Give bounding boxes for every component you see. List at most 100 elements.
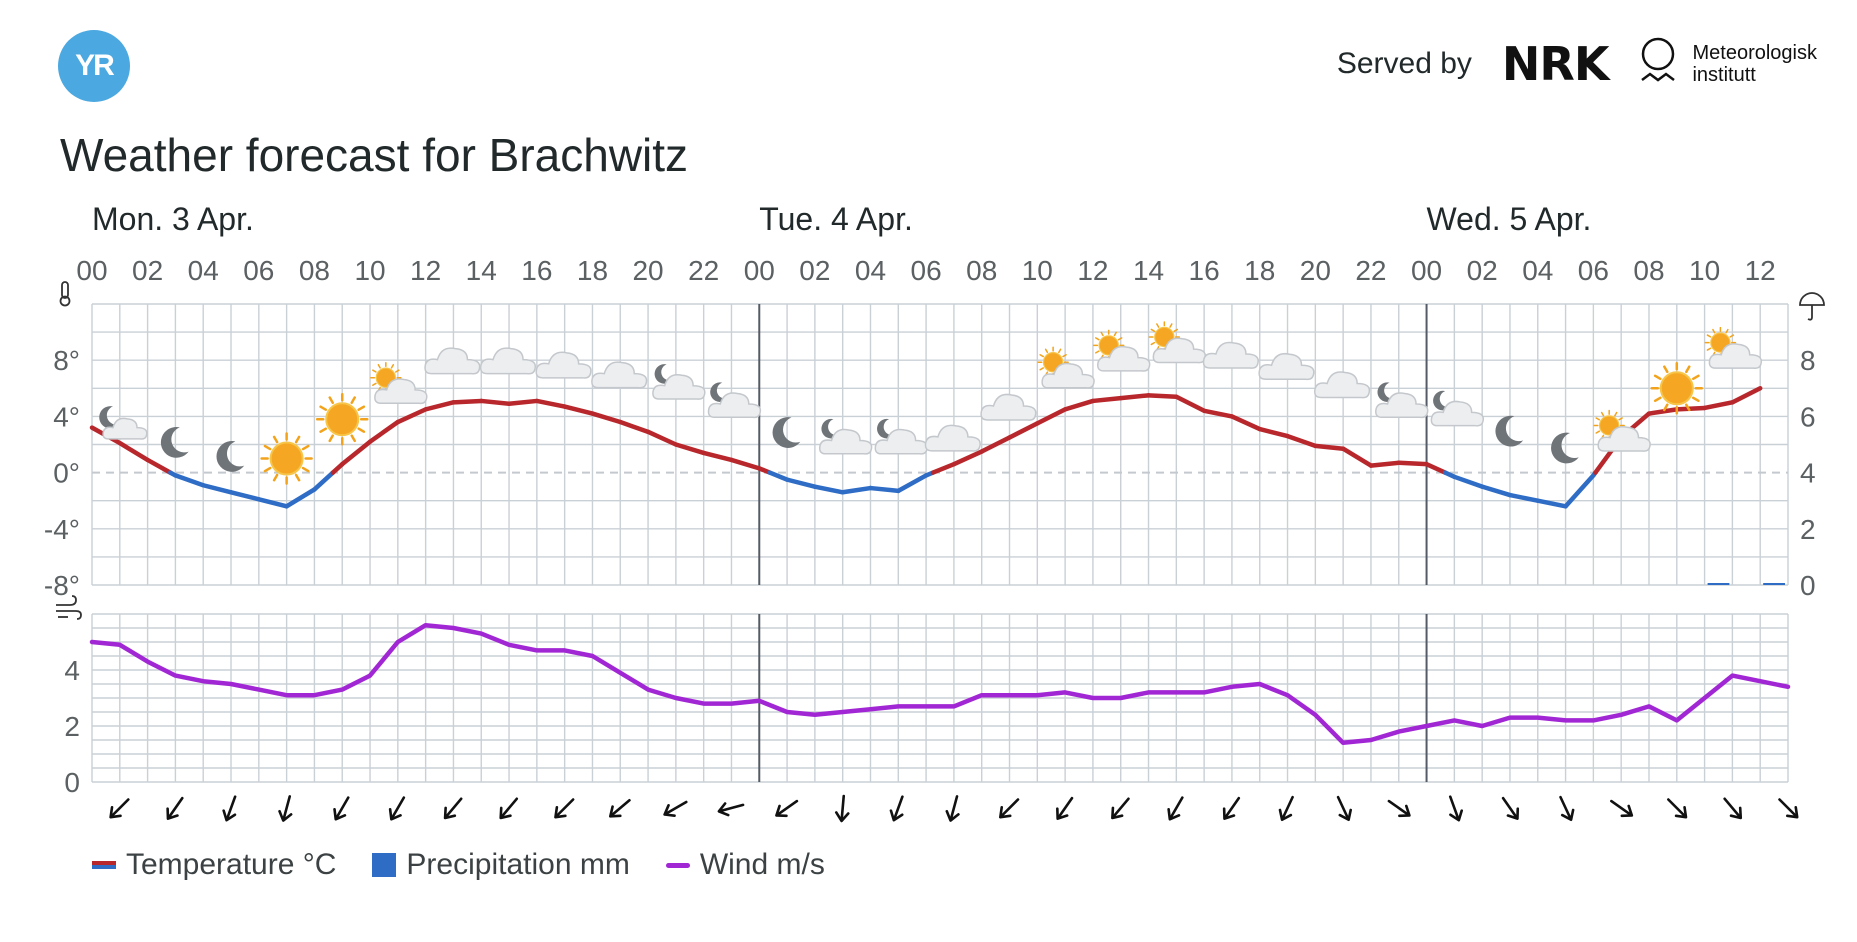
temperature-segment (868, 485, 901, 494)
temperature-segment (840, 485, 873, 495)
temperature-segment (1313, 443, 1346, 451)
temperature-segment (1368, 460, 1402, 468)
wind-swatch (665, 862, 690, 868)
day-label: Mon. 3 Apr. (92, 201, 254, 237)
temperature-segment (1090, 395, 1123, 404)
hour-tick-label: 02 (799, 255, 830, 286)
temperature-segment (1479, 484, 1513, 498)
umbrella-icon (1799, 292, 1825, 321)
partly-cloudy-night-icon (99, 406, 148, 440)
cloudy-icon (424, 347, 481, 375)
hour-tick-label: 10 (354, 255, 385, 286)
wind-direction-arrow (388, 796, 406, 821)
hour-tick-label: 00 (1411, 255, 1442, 286)
page-title: Weather forecast for Brachwitz (60, 129, 689, 181)
temperature-segment (1702, 400, 1735, 411)
hour-tick-label: 08 (1633, 255, 1664, 286)
temperature-segment (784, 477, 818, 489)
hour-tick-label: 18 (577, 255, 608, 286)
hour-tick-label: 12 (410, 255, 441, 286)
wind-tick-label: 4 (64, 655, 80, 686)
wind-direction-arrow (554, 798, 575, 819)
clear-night-icon (772, 417, 801, 448)
legend-temperature[interactable]: Temperature °C (92, 848, 336, 882)
wind-direction-arrow (1610, 799, 1634, 818)
cloudy-night-icon (652, 364, 706, 400)
temperature-segment (1340, 446, 1374, 468)
temp-tick-label: -4° (44, 514, 80, 545)
met-institute-icon (1641, 37, 1676, 82)
temperature-segment (312, 470, 336, 492)
wind-line (89, 622, 1791, 746)
wind-direction-arrow (889, 795, 904, 822)
temperature-segment (673, 442, 706, 456)
precip-bar (1707, 583, 1730, 585)
met-line-2: institutt (1692, 64, 1756, 86)
clear-night-icon (1551, 432, 1579, 464)
hour-tick-label: 12 (1745, 255, 1776, 286)
wind-direction-arrow (1778, 798, 1799, 819)
wind-direction-arrow (1501, 796, 1520, 820)
wind-direction-arrow (999, 798, 1020, 819)
hour-tick-label: 02 (1467, 255, 1498, 286)
temperature-segment (729, 457, 762, 471)
hour-tick-label: 16 (521, 255, 552, 286)
hour-tick-label: 18 (1244, 255, 1275, 286)
wind-direction-arrow (443, 797, 463, 820)
legend-precipitation[interactable]: Precipitation mm (372, 848, 630, 882)
wind-grid (91, 613, 1789, 783)
hour-tick-label: 20 (632, 255, 663, 286)
yr-logo[interactable]: YR (58, 30, 130, 102)
temperature-segment (395, 407, 428, 425)
partly-cloudy-day-icon (370, 361, 428, 405)
nrk-logo[interactable]: NRK (1501, 37, 1610, 91)
temperature-segment (228, 490, 262, 502)
cloudy-icon (1258, 352, 1315, 381)
wind-direction-arrow (1056, 796, 1074, 820)
temperature-segment (1174, 394, 1207, 414)
temperature-segment (896, 473, 929, 494)
hour-tick-label: 14 (1133, 255, 1164, 286)
hour-tick-label: 10 (1022, 255, 1053, 286)
clear-sky-day-icon (1650, 362, 1704, 415)
wind-direction-arrow (1167, 796, 1184, 821)
wind-direction-arrow (609, 798, 631, 818)
hour-tick-label: 06 (911, 255, 942, 286)
partly-cloudy-day-icon (1704, 326, 1763, 369)
temp-tick-label: 4° (53, 401, 80, 432)
temperature-segment (1257, 426, 1290, 439)
hour-tick-label: 00 (76, 255, 107, 286)
temperature-segment (117, 440, 150, 463)
yr-logo-text: YR (75, 49, 115, 82)
wind-direction-arrow (499, 797, 519, 820)
temperature-segment (284, 487, 317, 509)
wind-direction-arrow (278, 795, 293, 822)
temperature-segment (951, 449, 984, 467)
precip-tick-label: 2 (1800, 514, 1816, 545)
precip-tick-label: 8 (1800, 345, 1816, 376)
cloudy-night-icon (1430, 390, 1485, 427)
hour-tick-label: 20 (1300, 255, 1331, 286)
partly-cloudy-day-icon (1037, 346, 1095, 389)
hour-tick-label: 04 (855, 255, 886, 286)
temperature-segment (534, 398, 567, 409)
legend-wind[interactable]: Wind m/s (665, 848, 825, 882)
met-line-1: Meteorologisk (1692, 42, 1817, 64)
wind-direction-arrow (109, 798, 130, 819)
temperature-segment (1452, 474, 1485, 489)
temperature-segment (1229, 414, 1262, 432)
wind-direction-arrow (775, 799, 799, 818)
temperature-segment (1674, 405, 1707, 412)
hour-tick-label: 08 (299, 255, 330, 286)
temperature-segment (200, 482, 234, 495)
met-logo[interactable]: Meteorologisk institutt (1638, 36, 1817, 92)
cloudy-night-icon (1375, 382, 1429, 419)
partly-cloudy-day-icon (1148, 321, 1207, 364)
cloudy-icon (591, 361, 648, 389)
wind-icon (56, 595, 82, 620)
temp-tick-label: 0° (53, 458, 80, 489)
precip-tick-label: 4 (1800, 458, 1816, 489)
wind-direction-arrow (1667, 798, 1688, 819)
temperature-segment (1563, 473, 1596, 509)
